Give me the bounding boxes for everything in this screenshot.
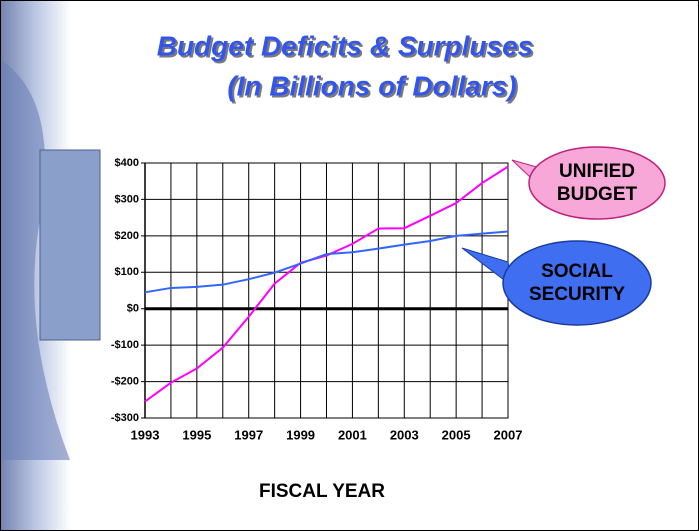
series-line (144, 230, 509, 294)
y-tick-label: $400 (115, 157, 139, 169)
x-tick-label: 2003 (390, 427, 419, 442)
x-tick-label: 1995 (182, 427, 211, 442)
series-line (144, 165, 509, 403)
legend-callout (502, 240, 652, 326)
decoration (39, 149, 101, 341)
legend-label: UNIFIED BUDGET (556, 161, 638, 205)
y-tick-label: $100 (115, 266, 139, 278)
decoration (1, 60, 70, 460)
x-axis-label: FISCAL YEAR (259, 481, 385, 502)
y-tick-label: $0 (127, 303, 139, 315)
chart-subtitle: (In Billions of Dollars) (227, 70, 516, 101)
y-tick-label: -$100 (111, 339, 139, 351)
x-tick-label: 2001 (338, 427, 367, 442)
x-tick-label: 2007 (494, 427, 523, 442)
legend-label: SOCIAL SECURITY (528, 261, 626, 305)
x-tick-label: 1999 (286, 427, 315, 442)
x-tick-label: 1997 (234, 427, 263, 442)
x-tick-label: 1993 (131, 427, 160, 442)
legend-callout (528, 146, 666, 220)
chart-title: Budget Deficits & Surpluses (157, 30, 534, 61)
y-tick-label: $200 (115, 230, 139, 242)
y-tick-label: -$300 (111, 412, 139, 424)
y-tick-label: -$200 (111, 375, 139, 387)
y-tick-label: $300 (115, 193, 139, 205)
x-tick-label: 2005 (442, 427, 471, 442)
